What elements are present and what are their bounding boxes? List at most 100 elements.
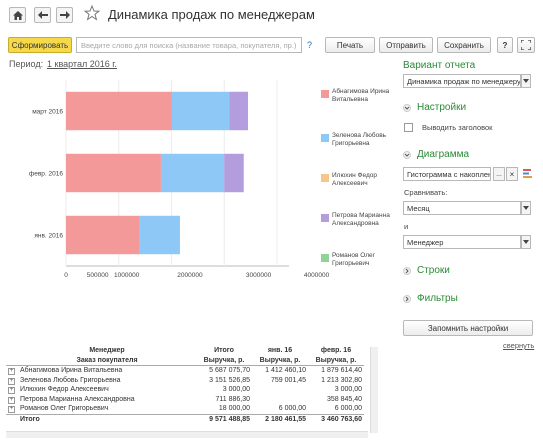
bar-segment — [66, 153, 161, 193]
total-value: 3 151 526,85 — [209, 376, 250, 384]
expand-row-icon[interactable]: + — [8, 377, 15, 385]
save-button[interactable]: Сохранить — [437, 37, 491, 53]
chart-settings-icon — [523, 169, 532, 178]
category-label: янв. 2016 — [34, 233, 63, 240]
collapse-link[interactable]: свернуть — [503, 341, 535, 350]
legend-label: Зеленова Любовь Григорьевна — [332, 132, 387, 147]
send-button[interactable]: Отправить — [379, 37, 433, 53]
expand-row-icon[interactable]: + — [8, 387, 15, 394]
jan-value — [252, 395, 308, 405]
feb-total: 3 460 763,60 — [321, 415, 362, 423]
show-title-checkbox[interactable] — [404, 123, 413, 132]
expand-icon — [521, 40, 531, 50]
period-link[interactable]: 1 квартал 2016 г. — [47, 59, 117, 69]
fullscreen-button[interactable] — [517, 37, 535, 53]
remember-settings-button[interactable]: Запомнить настройки — [403, 320, 533, 336]
compare-select[interactable]: Месяц — [403, 201, 521, 215]
search-input[interactable]: Введите слово для поиска (название товар… — [76, 37, 302, 53]
feb-value: 6 000,00 — [334, 405, 362, 412]
chart-settings-icon[interactable] — [523, 168, 533, 181]
home-icon — [12, 10, 23, 20]
diagram-type-choose-button[interactable]: ... — [493, 167, 505, 181]
print-button[interactable]: Печать — [325, 37, 375, 53]
bar-segment — [160, 153, 225, 193]
expand-row-icon[interactable]: + — [8, 368, 15, 375]
bar-segment — [66, 91, 172, 131]
table-row[interactable]: + Романов Олег Григорьевич 18 000,00 6 000,… — [6, 404, 364, 414]
home-button[interactable] — [9, 7, 26, 23]
total-value: 711 886,30 — [215, 395, 250, 403]
total-value: 18 000,00 — [218, 405, 250, 412]
diagram-section-toggle[interactable]: Диаграмма — [403, 149, 469, 160]
bar-segment — [229, 91, 248, 131]
jan-value: 759 001,45 — [270, 376, 306, 384]
table-row[interactable]: + Илюхин Федор Алексеевич 3 000,00 3 000,00 — [6, 385, 364, 395]
chevron-down-icon — [523, 240, 529, 244]
chevron-down-icon — [403, 103, 411, 112]
generate-button[interactable]: Сформировать — [8, 37, 72, 53]
and-label: и — [404, 222, 409, 231]
second-compare-dropdown-button[interactable] — [521, 235, 531, 249]
chevron-down-icon — [523, 79, 529, 83]
forward-button[interactable] — [56, 7, 73, 23]
second-compare-select[interactable]: Менеджер — [403, 235, 521, 249]
col-total-revenue: Выручка, р. — [203, 356, 245, 364]
jan-total: 2 180 461,55 — [265, 415, 306, 423]
page-title: Динамика продаж по менеджерам — [108, 7, 315, 22]
expand-row-icon[interactable]: + — [8, 406, 15, 413]
legend-swatch — [321, 174, 329, 182]
category-label: март 2016 — [32, 109, 63, 116]
bar-segment — [66, 215, 140, 255]
col-manager: Менеджер — [89, 347, 125, 354]
variant-dropdown-button[interactable] — [521, 74, 531, 88]
period-label: Период: — [9, 59, 44, 69]
help-button[interactable]: ? — [497, 37, 513, 53]
manager-name: Петрова Марианна Александровна — [20, 395, 135, 403]
x-tick-label: 0 — [64, 272, 68, 279]
col-feb-revenue: Выручка, р. — [315, 356, 357, 364]
rows-section-toggle[interactable]: Строки — [403, 265, 450, 276]
variant-select[interactable]: Динамика продаж по менеджеру — [403, 74, 521, 88]
legend-item: Илюхин Федор Алексеевич — [321, 172, 396, 188]
legend-swatch — [321, 134, 329, 142]
diagram-label: Диаграмма — [417, 149, 470, 160]
legend-swatch — [321, 90, 329, 98]
manager-name: Зеленова Любовь Григорьевна — [20, 376, 121, 384]
table-vertical-scrollbar[interactable] — [370, 347, 378, 433]
search-help-link[interactable]: ? — [307, 40, 313, 50]
table-total-row: Итого 9 571 488,85 2 180 461,55 3 460 763,6… — [6, 414, 364, 424]
legend-label: Абнагимова Ирина Витальевна — [332, 88, 390, 103]
jan-value — [252, 385, 308, 395]
x-tick-label: 2000000 — [177, 272, 203, 279]
x-tick-label: 4000000 — [304, 272, 330, 279]
show-title-label: Выводить заголовок — [422, 123, 493, 132]
chart-area: 0 500000 1000000 2000000 3000000 4000000 март … — [0, 70, 397, 340]
legend-item: Романов Олег Григорьевич — [321, 252, 396, 268]
category-label: февр. 2016 — [29, 171, 63, 178]
expand-row-icon[interactable]: + — [8, 396, 15, 404]
grand-total: 9 571 488,85 — [209, 415, 250, 423]
bar-chart: 0 500000 1000000 2000000 3000000 4000000 март … — [29, 80, 330, 279]
table-row[interactable]: + Абнагимова Ирина Витальевна 5 687 075,70… — [6, 366, 364, 376]
manager-name: Романов Олег Григорьевич — [20, 405, 109, 412]
arrow-left-icon — [37, 11, 48, 19]
manager-name: Илюхин Федор Алексеевич — [20, 386, 109, 393]
col-order: Заказ покупателя — [76, 356, 138, 364]
legend-item: Абнагимова Ирина Витальевна — [321, 88, 396, 104]
bar-segment — [171, 91, 230, 131]
legend-label: Петрова Марианна Александровна — [332, 212, 390, 227]
table-row[interactable]: + Зеленова Любовь Григорьевна 3 151 526,85… — [6, 376, 364, 386]
diagram-type-field[interactable]: Гистограмма с накоплен — [403, 167, 491, 181]
compare-dropdown-button[interactable] — [521, 201, 531, 215]
filters-section-toggle[interactable]: Фильтры — [403, 293, 458, 304]
back-button[interactable] — [34, 7, 51, 23]
bar-segment — [224, 153, 244, 193]
total-value: 3 000,00 — [222, 386, 250, 393]
table-row[interactable]: + Петрова Марианна Александровна 711 886,3… — [6, 395, 364, 405]
col-jan-revenue: Выручка, р. — [259, 356, 301, 364]
favorite-star-button[interactable] — [83, 4, 101, 23]
settings-section-toggle[interactable]: Настройки — [403, 102, 466, 113]
x-tick-label: 500000 — [87, 272, 109, 279]
table-horizontal-scrollbar[interactable] — [6, 431, 368, 438]
diagram-type-clear-button[interactable]: × — [506, 167, 518, 181]
